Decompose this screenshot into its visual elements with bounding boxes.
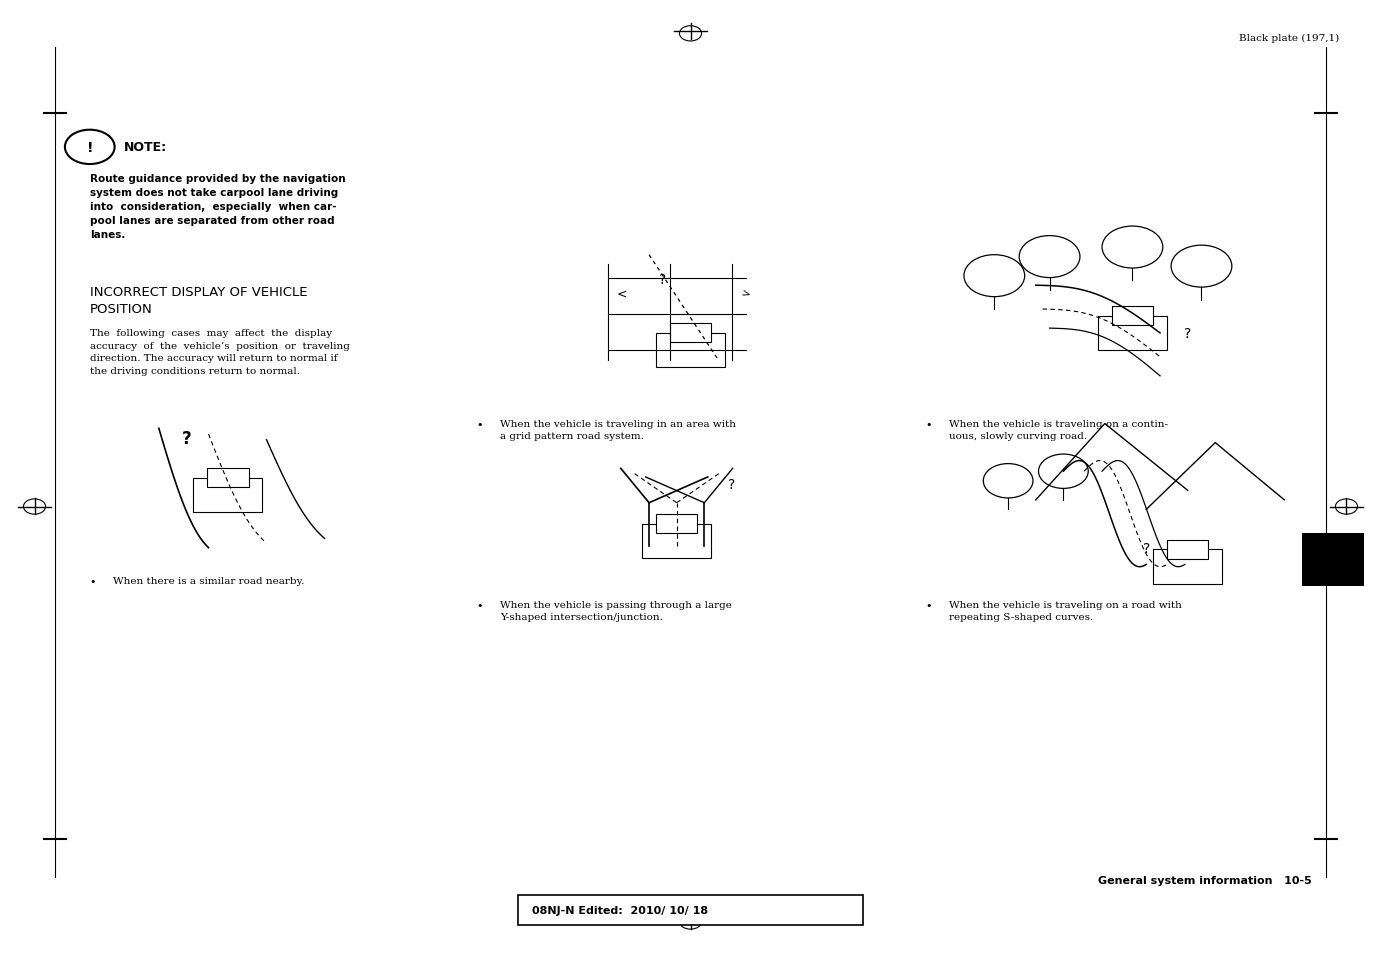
Bar bbox=[1302, 534, 1364, 586]
Text: ?: ? bbox=[728, 477, 736, 491]
Text: 08NJ-N Edited:  2010/ 10/ 18: 08NJ-N Edited: 2010/ 10/ 18 bbox=[532, 905, 708, 915]
Text: <: < bbox=[616, 287, 627, 300]
Text: When there is a similar road nearby.: When there is a similar road nearby. bbox=[113, 577, 305, 585]
Text: The  following  cases  may  affect  the  display
accuracy  of  the  vehicle’s  p: The following cases may affect the displ… bbox=[90, 329, 349, 375]
Text: When the vehicle is passing through a large
Y-shaped intersection/junction.: When the vehicle is passing through a la… bbox=[500, 600, 732, 621]
Text: ?: ? bbox=[659, 273, 667, 286]
Text: ?: ? bbox=[1142, 541, 1150, 555]
Text: When the vehicle is traveling on a contin-
uous, slowly curving road.: When the vehicle is traveling on a conti… bbox=[949, 419, 1168, 440]
Bar bbox=[1112, 307, 1153, 326]
Text: •: • bbox=[925, 600, 932, 610]
Text: When the vehicle is traveling in an area with
a grid pattern road system.: When the vehicle is traveling in an area… bbox=[500, 419, 736, 440]
Text: NOTE:: NOTE: bbox=[124, 141, 167, 154]
Text: INCORRECT DISPLAY OF VEHICLE
POSITION: INCORRECT DISPLAY OF VEHICLE POSITION bbox=[90, 286, 307, 315]
Text: ?: ? bbox=[181, 430, 192, 447]
Text: •: • bbox=[476, 419, 483, 429]
Text: Route guidance provided by the navigation
system does not take carpool lane driv: Route guidance provided by the navigatio… bbox=[90, 173, 345, 239]
Bar bbox=[656, 334, 725, 368]
Text: When the vehicle is traveling on a road with
repeating S-shaped curves.: When the vehicle is traveling on a road … bbox=[949, 600, 1182, 621]
Text: ?: ? bbox=[1184, 327, 1192, 340]
Bar bbox=[642, 524, 711, 558]
Bar bbox=[1098, 316, 1167, 351]
Text: Black plate (197,1): Black plate (197,1) bbox=[1239, 33, 1340, 43]
Bar bbox=[1167, 540, 1208, 559]
Text: •: • bbox=[90, 577, 97, 586]
Bar bbox=[670, 324, 711, 343]
FancyBboxPatch shape bbox=[518, 895, 863, 925]
Text: !: ! bbox=[87, 141, 93, 154]
Text: General system information   10-5: General system information 10-5 bbox=[1098, 875, 1312, 884]
Bar bbox=[1153, 550, 1222, 584]
Bar bbox=[193, 478, 262, 513]
Bar bbox=[656, 515, 697, 534]
Text: •: • bbox=[925, 419, 932, 429]
Text: •: • bbox=[476, 600, 483, 610]
Bar bbox=[207, 469, 249, 488]
Text: >: > bbox=[740, 288, 751, 299]
